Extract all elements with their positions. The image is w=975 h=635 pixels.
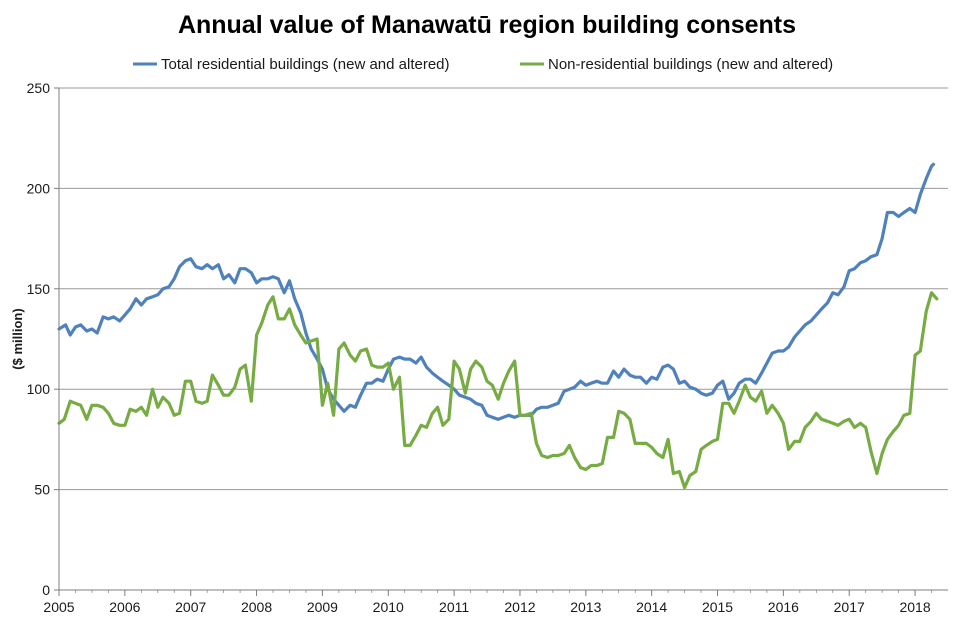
x-tick-label-2018: 2018	[899, 599, 930, 615]
y-tick-label-200: 200	[27, 180, 51, 196]
legend-label-residential: Total residential buildings (new and alt…	[161, 56, 450, 73]
x-tick-label-2017: 2017	[834, 599, 865, 615]
legend-label-non-residential: Non-residential buildings (new and alter…	[548, 56, 833, 73]
x-tick-label-2010: 2010	[373, 599, 404, 615]
y-tick-label-50: 50	[34, 482, 50, 498]
x-tick-label-2012: 2012	[504, 599, 535, 615]
x-axis-ticks: 2005 2006 2007 2008 2009 2010 2011 2012 2013 2014…	[43, 590, 932, 615]
series-line-residential	[57, 162, 936, 421]
x-tick-label-2008: 2008	[241, 599, 272, 615]
axes	[58, 88, 948, 591]
series-lines	[57, 162, 939, 490]
series-line-non-residential	[57, 291, 939, 490]
y-tick-label-250: 250	[27, 80, 51, 96]
y-axis-ticks: 0 50 100 150 200 250	[27, 80, 59, 598]
y-tick-label-0: 0	[42, 582, 50, 598]
x-tick-label-2009: 2009	[307, 599, 338, 615]
x-tick-label-2014: 2014	[636, 599, 667, 615]
x-tick-label-2005: 2005	[43, 599, 74, 615]
y-tick-label-150: 150	[27, 281, 51, 297]
x-tick-label-2015: 2015	[702, 599, 733, 615]
y-axis-label: ($ million)	[10, 308, 25, 369]
chart-title: Annual value of Manawatū region building…	[178, 11, 796, 39]
x-tick-label-2016: 2016	[768, 599, 799, 615]
y-tick-label-100: 100	[27, 381, 51, 397]
x-tick-label-2007: 2007	[175, 599, 206, 615]
x-tick-label-2006: 2006	[109, 599, 140, 615]
x-tick-label-2013: 2013	[570, 599, 601, 615]
legend: Total residential buildings (new and alt…	[133, 56, 833, 73]
gridlines	[59, 87, 948, 491]
x-tick-label-2011: 2011	[439, 599, 469, 615]
